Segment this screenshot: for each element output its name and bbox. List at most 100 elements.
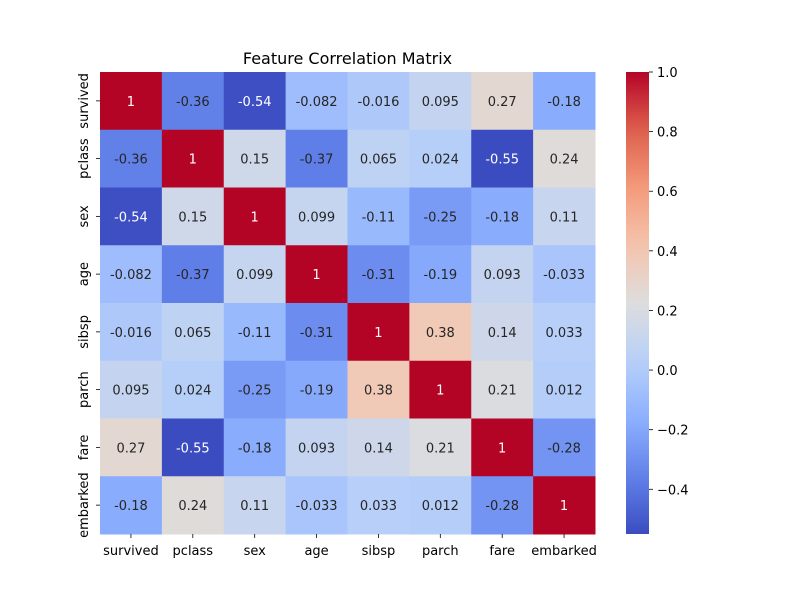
y-tick-label: sex [77,205,92,228]
cell-value-label: 0.24 [550,153,579,168]
colorbar-tick-label: 0.8 [657,126,678,141]
heatmap-cell [161,303,225,362]
heatmap-cell [161,72,225,131]
heatmap-cell [161,129,225,188]
cell-value-label: 0.14 [364,441,393,456]
heatmap-cell [533,303,596,362]
cell-value-label: 0.21 [426,441,455,456]
heatmap-cell [285,129,348,188]
cell-value-label: 0.14 [488,326,517,341]
heatmap-cell [161,360,225,419]
cell-value-label: 0.033 [360,499,397,514]
cell-value-label: 0.099 [236,268,273,283]
cell-value-label: 0.012 [422,499,459,514]
heatmap-cell [161,418,225,477]
heatmap-cell [223,72,287,131]
heatmap-cell [533,476,596,535]
y-tick-label: fare [77,435,92,461]
colorbar-tick-label: 0.0 [657,364,678,379]
x-tick-label: sibsp [362,544,396,559]
cell-value-label: 0.065 [360,153,397,168]
cell-value-label: -0.31 [362,268,396,283]
colorbar-tick-label: 0.2 [657,304,678,319]
cell-value-label: 1 [127,95,135,110]
heatmap-cell [471,187,534,246]
cell-value-label: -0.28 [547,441,581,456]
heatmap-cell [223,187,287,246]
cell-value-label: -0.18 [485,210,519,225]
heatmap-cell [100,476,163,535]
heatmap-cell [223,418,287,477]
cell-value-label: -0.11 [238,326,272,341]
heatmap-cell [223,360,287,419]
heatmap-cell [471,360,534,419]
heatmap-cell [533,418,596,477]
colorbar-gradient [626,72,649,534]
heatmap-cell [100,129,163,188]
heatmap-cell [223,129,287,188]
cell-value-label: 0.095 [422,95,459,110]
heatmap-cell [471,129,534,188]
cell-value-label: 1 [189,153,197,168]
heatmap-cell [409,476,472,535]
y-axis-tick-labels: survived pclass sex age sibsp parch fare embark… [77,73,100,538]
x-tick-label: age [304,544,328,559]
colorbar-tick-label: −0.4 [657,483,689,498]
y-tick-label: sibsp [77,315,92,349]
heatmap-cell [161,245,225,304]
cell-value-label: -0.25 [238,384,272,399]
cell-value-label: -0.36 [114,153,148,168]
colorbar-tick-label: −0.2 [657,424,689,439]
heatmap-cell [347,129,410,188]
cell-value-label: -0.18 [114,499,148,514]
cell-value-label: 0.11 [550,210,579,225]
heatmap-cell [223,476,287,535]
cell-value-label: 1 [374,326,382,341]
cell-value-label: -0.082 [296,95,338,110]
colorbar-tick-label: 1.0 [657,66,678,81]
cell-value-label: 0.024 [174,384,211,399]
cell-value-label: 1 [560,499,568,514]
colorbar-tick-label: 0.6 [657,185,678,200]
cell-value-label: -0.016 [357,95,399,110]
heatmap-cell [471,72,534,131]
cell-value-label: 0.38 [364,384,393,399]
heatmap-cell [161,187,225,246]
heatmap-cell [347,476,410,535]
cell-value-label: 0.24 [178,499,207,514]
x-tick-label: embarked [531,544,597,559]
cell-value-label: 0.012 [545,384,582,399]
heatmap-cell [100,72,163,131]
x-tick-label: parch [422,544,459,559]
x-tick-label: pclass [173,544,214,559]
heatmap-cell [533,129,596,188]
chart-title: Feature Correlation Matrix [243,49,452,68]
cell-value-label: 0.099 [298,210,335,225]
y-tick-label: age [77,262,92,286]
cell-value-label: 0.15 [178,210,207,225]
heatmap-cell [471,245,534,304]
heatmap-cell [347,245,410,304]
cell-value-label: -0.36 [176,95,210,110]
cell-value-label: -0.37 [176,268,210,283]
cell-value-label: 0.095 [112,384,149,399]
heatmap-cell [471,303,534,362]
cell-value-label: -0.016 [110,326,152,341]
x-tick-label: fare [489,544,515,559]
heatmap-cell [285,245,348,304]
y-tick-label: pclass [77,138,92,179]
cell-value-label: -0.19 [423,268,457,283]
colorbar: −0.4 −0.2 0.0 0.2 0.4 0.6 0.8 1.0 [626,66,689,534]
colorbar-tick-label: 0.4 [657,245,678,260]
heatmap-cell [533,245,596,304]
heatmap-cell [347,72,410,131]
heatmap-cell [347,187,410,246]
heatmap-cell [409,360,472,419]
heatmap-cell [471,476,534,535]
heatmap-cell [533,187,596,246]
heatmap-cell [409,187,472,246]
heatmap-cell [409,72,472,131]
cell-value-label: -0.25 [423,210,457,225]
cell-value-label: 0.093 [298,441,335,456]
heatmap-cells: 1 -0.36 -0.54 -0.082 -0.016 0.095 0.27 -0.18 -0.… [100,72,596,535]
